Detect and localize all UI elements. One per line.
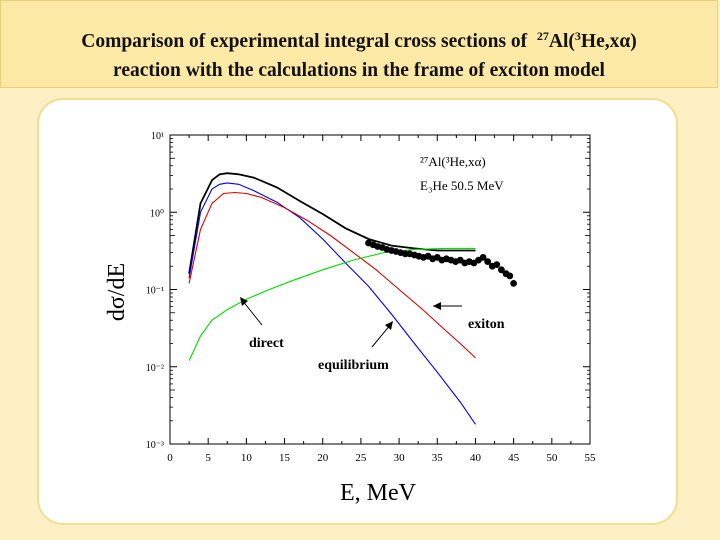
chart-panel bbox=[37, 98, 678, 525]
legend-reaction: ²⁷Al(³He,xα) bbox=[420, 154, 486, 169]
series-line-exiton bbox=[188, 191, 476, 359]
x-tick-label: 20 bbox=[317, 452, 329, 464]
arrow-equilibrium-head bbox=[385, 321, 393, 330]
experimental-point bbox=[498, 266, 505, 274]
x-tick-label: 10 bbox=[241, 452, 253, 464]
y-tick-label: 10⁰ bbox=[150, 208, 164, 219]
arrow-direct bbox=[241, 299, 263, 326]
plot-frame bbox=[169, 134, 591, 445]
experimental-point bbox=[506, 272, 514, 280]
label-exiton: exiton bbox=[468, 317, 505, 332]
x-tick-label: 30 bbox=[394, 452, 406, 464]
title-superscript-he: 3 bbox=[574, 29, 581, 43]
x-tick-label: 45 bbox=[508, 452, 520, 464]
series-line-equilibrium bbox=[188, 247, 476, 361]
experimental-point bbox=[484, 258, 492, 265]
y-tick-label: 10⁻³ bbox=[146, 440, 164, 451]
x-tick-label: 55 bbox=[585, 452, 597, 464]
x-tick-label: 40 bbox=[470, 452, 482, 464]
label-direct: direct bbox=[249, 336, 284, 351]
arrow-exiton-head bbox=[433, 302, 441, 310]
title-line-1: Comparison of experimental integral cros… bbox=[1, 29, 717, 53]
title-reaction-rest: He,xα) bbox=[580, 31, 637, 52]
series-layer bbox=[188, 172, 476, 425]
arrow-direct-head bbox=[240, 297, 248, 306]
y-tick-label: 10⁻² bbox=[146, 363, 164, 374]
x-tick-label: 25 bbox=[355, 452, 367, 464]
x-tick-label: 50 bbox=[546, 452, 558, 464]
x-tick-label: 15 bbox=[279, 452, 291, 464]
experimental-point bbox=[493, 261, 501, 268]
experimental-points bbox=[365, 239, 517, 287]
title-line-2: reaction with the calculations in the fr… bbox=[113, 60, 605, 81]
y-tick-label: 10⁻¹ bbox=[146, 286, 164, 297]
legend-energy: E₃He 50.5 MeV bbox=[420, 178, 504, 193]
x-tick-label: 5 bbox=[205, 452, 211, 464]
title-reaction: Al( bbox=[548, 31, 575, 52]
series-line-direct bbox=[188, 182, 476, 425]
axes: 0 5 10 15 20 25 30 35 40 45 50 55 10¹ 10⁰ 10⁻¹ 10⁻² 10⁻³ bbox=[146, 131, 596, 464]
x-tick-label: 0 bbox=[167, 452, 173, 464]
experimental-point bbox=[510, 280, 517, 287]
title-bar: Comparison of experimental integral cros… bbox=[0, 0, 718, 88]
title-superscript-mass: 27 bbox=[536, 29, 549, 43]
arrow-equilibrium bbox=[371, 323, 392, 348]
x-axis-label: E, MeV bbox=[340, 480, 417, 506]
label-equilibrium: equilibrium bbox=[318, 358, 389, 373]
y-axis-label: dσ/dE bbox=[104, 263, 130, 321]
x-tick-label: 35 bbox=[432, 452, 444, 464]
experimental-point bbox=[479, 254, 487, 261]
annotations: ²⁷Al(³He,xα) E₃He 50.5 MeV exiton direct… bbox=[104, 154, 505, 506]
y-tick-label: 10¹ bbox=[151, 131, 164, 142]
title-text: Comparison of experimental integral cros… bbox=[81, 31, 528, 52]
